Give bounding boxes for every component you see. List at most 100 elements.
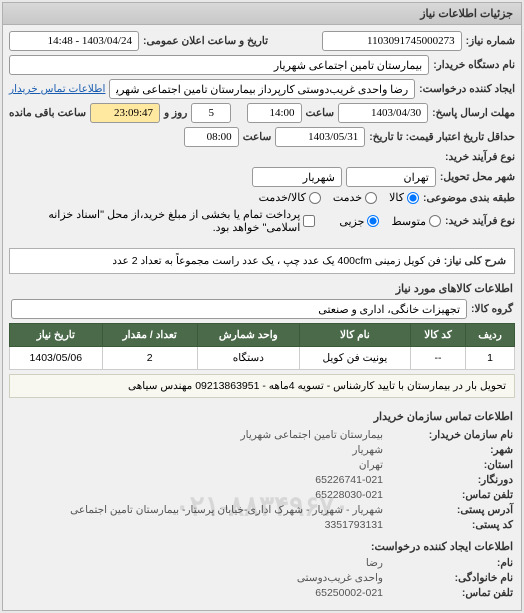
contact-section: ۰۲۱-۸۸۳۴۹۶۷۰ اطلاعات تماس سازمان خریدار … bbox=[3, 402, 521, 610]
td-row: 1 bbox=[466, 347, 515, 370]
day-and-label: روز و bbox=[164, 107, 187, 119]
validity-time-label: ساعت bbox=[243, 131, 272, 143]
note-box: تحویل بار در بیمارستان با تایید کارشناس … bbox=[9, 374, 515, 398]
validity-label: حداقل تاریخ اعتبار قیمت: تا تاریخ: bbox=[369, 131, 515, 143]
radio-partial-label: جزیی bbox=[339, 215, 364, 228]
contact-fax-row: دورنگار: 65226741-021 bbox=[11, 474, 513, 486]
radio-small-item[interactable]: متوسط bbox=[391, 215, 441, 228]
creator-title: اطلاعات ایجاد کننده درخواست: bbox=[11, 534, 513, 557]
radio-khadmat-item[interactable]: خدمت bbox=[333, 191, 377, 204]
table-row[interactable]: 1 -- یونیت فن کویل دستگاه 2 1403/05/06 bbox=[10, 347, 515, 370]
validity-date-input[interactable] bbox=[275, 127, 365, 147]
creator-name: رضا bbox=[366, 557, 383, 569]
row-purchase-type: نوع فرآیند خرید: متوسط جزیی پرداخت تمام … bbox=[9, 208, 515, 234]
time-remaining-input[interactable] bbox=[90, 103, 160, 123]
request-creator-input[interactable] bbox=[109, 79, 415, 99]
contact-post: 3351793131 bbox=[325, 519, 383, 531]
contact-post-label: کد پستی: bbox=[383, 519, 513, 531]
contact-address-label: آدرس پستی: bbox=[383, 504, 513, 516]
city2-input[interactable] bbox=[252, 167, 342, 187]
purchase-type-label: نوع فرآیند خرید: bbox=[445, 215, 515, 227]
deadline-time-input[interactable] bbox=[247, 103, 302, 123]
radio-small-label: متوسط bbox=[391, 215, 426, 228]
row-category: طبقه بندی موضوعی: کالا خدمت کالا/خدمت bbox=[9, 191, 515, 204]
row-delivery-city: شهر محل تحویل: bbox=[9, 167, 515, 187]
contact-fax: 65226741-021 bbox=[315, 474, 383, 486]
contact-fax-label: دورنگار: bbox=[383, 474, 513, 486]
td-unit: دستگاه bbox=[197, 347, 299, 370]
contact-org-row: نام سازمان خریدار: بیمارستان تامین اجتما… bbox=[11, 429, 513, 441]
radio-kala-item[interactable]: کالا bbox=[389, 191, 419, 204]
need-number-input[interactable] bbox=[322, 31, 462, 51]
form-area: شماره نیاز: تاریخ و ساعت اعلان عمومی: نا… bbox=[3, 25, 521, 244]
validity-time-input[interactable] bbox=[184, 127, 239, 147]
creator-phone-label: تلفن تماس: bbox=[383, 587, 513, 599]
th-qty: تعداد / مقدار bbox=[102, 324, 197, 347]
creator-phone: 65250002-021 bbox=[315, 587, 383, 599]
need-desc-label: شرح کلی نیاز: bbox=[444, 255, 506, 267]
need-desc-text: فن کویل زمینی 400cfm یک عدد چپ ، یک عدد … bbox=[112, 255, 440, 267]
radio-kala-label: کالا bbox=[389, 191, 404, 204]
contact-city-row: شهر: شهریار bbox=[11, 444, 513, 456]
row-buyer-device: نام دستگاه خریدار: bbox=[9, 55, 515, 75]
need-number-label: شماره نیاز: bbox=[466, 35, 515, 47]
radio-kala[interactable] bbox=[407, 192, 419, 204]
checkbox-note-label: پرداخت تمام یا بخشی از مبلغ خرید،از محل … bbox=[9, 208, 300, 234]
delivery-type-label: نوع فرآیند خرید: bbox=[445, 151, 515, 163]
radio-partial[interactable] bbox=[367, 215, 379, 227]
creator-lastname-label: نام خانوادگی: bbox=[383, 572, 513, 584]
row-validity: حداقل تاریخ اعتبار قیمت: تا تاریخ: ساعت bbox=[9, 127, 515, 147]
contact-province-row: استان: تهران bbox=[11, 459, 513, 471]
category-radio-group: کالا خدمت کالا/خدمت bbox=[259, 191, 419, 204]
table-header-row: ردیف کد کالا نام کالا واحد شمارش تعداد /… bbox=[10, 324, 515, 347]
contact-province: تهران bbox=[359, 459, 383, 471]
contact-city-label: شهر: bbox=[383, 444, 513, 456]
contact-province-label: استان: bbox=[383, 459, 513, 471]
td-name: یونیت فن کویل bbox=[299, 347, 410, 370]
th-row: ردیف bbox=[466, 324, 515, 347]
contact-phone-label: تلفن تماس: bbox=[383, 489, 513, 501]
radio-khadmat[interactable] bbox=[365, 192, 377, 204]
creator-name-row: نام: رضا bbox=[11, 557, 513, 569]
delivery-city-label: شهر محل تحویل: bbox=[440, 171, 515, 183]
contact-phone: 65228030-021 bbox=[315, 489, 383, 501]
td-qty: 2 bbox=[102, 347, 197, 370]
deadline-date-input[interactable] bbox=[338, 103, 428, 123]
th-date: تاریخ نیاز bbox=[10, 324, 103, 347]
creator-lastname-row: نام خانوادگی: واحدی غریب‌دوستی bbox=[11, 572, 513, 584]
announce-datetime-input[interactable] bbox=[9, 31, 139, 51]
request-creator-label: ایجاد کننده درخواست: bbox=[419, 83, 515, 95]
th-name: نام کالا bbox=[299, 324, 410, 347]
radio-small[interactable] bbox=[429, 215, 441, 227]
row-request-creator: ایجاد کننده درخواست: اطلاعات تماس خریدار bbox=[9, 79, 515, 99]
buyer-device-label: نام دستگاه خریدار: bbox=[433, 59, 515, 71]
need-desc-box: شرح کلی نیاز: فن کویل زمینی 400cfm یک عد… bbox=[9, 248, 515, 274]
radio-kala-khadmat-item[interactable]: کالا/خدمت bbox=[259, 191, 321, 204]
creator-phone-row: تلفن تماس: 65250002-021 bbox=[11, 587, 513, 599]
contact-org: بیمارستان تامین اجتماعی شهریار bbox=[241, 429, 383, 441]
main-panel: جزئیات اطلاعات نیاز شماره نیاز: تاریخ و … bbox=[2, 2, 522, 611]
row-goods-group: گروه کالا: bbox=[3, 299, 521, 319]
deadline-time-label: ساعت bbox=[306, 107, 335, 119]
row-deadline: مهلت ارسال پاسخ: ساعت روز و ساعت باقی ما… bbox=[9, 103, 515, 123]
goods-table: ردیف کد کالا نام کالا واحد شمارش تعداد /… bbox=[9, 323, 515, 370]
contact-city: شهریار bbox=[352, 444, 383, 456]
deadline-label: مهلت ارسال پاسخ: bbox=[432, 107, 515, 119]
purchase-radio-group: متوسط جزیی bbox=[339, 215, 441, 228]
goods-group-input[interactable] bbox=[11, 299, 467, 319]
radio-kala-khadmat[interactable] bbox=[309, 192, 321, 204]
contact-address-row: آدرس پستی: شهریار - شهریار - شهرک اداری-… bbox=[11, 504, 513, 516]
time-remaining-suffix: ساعت باقی مانده bbox=[9, 107, 86, 119]
note-text: تحویل بار در بیمارستان با تایید کارشناس … bbox=[128, 380, 506, 392]
checkbox-note[interactable] bbox=[303, 215, 315, 227]
contact-org-label: نام سازمان خریدار: bbox=[383, 429, 513, 441]
row-delivery-type: نوع فرآیند خرید: bbox=[9, 151, 515, 163]
category-label: طبقه بندی موضوعی: bbox=[423, 192, 515, 204]
contact-title: اطلاعات تماس سازمان خریدار bbox=[11, 410, 513, 429]
days-remaining-input[interactable] bbox=[191, 103, 231, 123]
checkbox-note-item[interactable]: پرداخت تمام یا بخشی از مبلغ خرید،از محل … bbox=[9, 208, 315, 234]
radio-partial-item[interactable]: جزیی bbox=[339, 215, 379, 228]
buyer-contact-link[interactable]: اطلاعات تماس خریدار bbox=[9, 83, 105, 95]
buyer-device-input[interactable] bbox=[9, 55, 429, 75]
city1-input[interactable] bbox=[346, 167, 436, 187]
